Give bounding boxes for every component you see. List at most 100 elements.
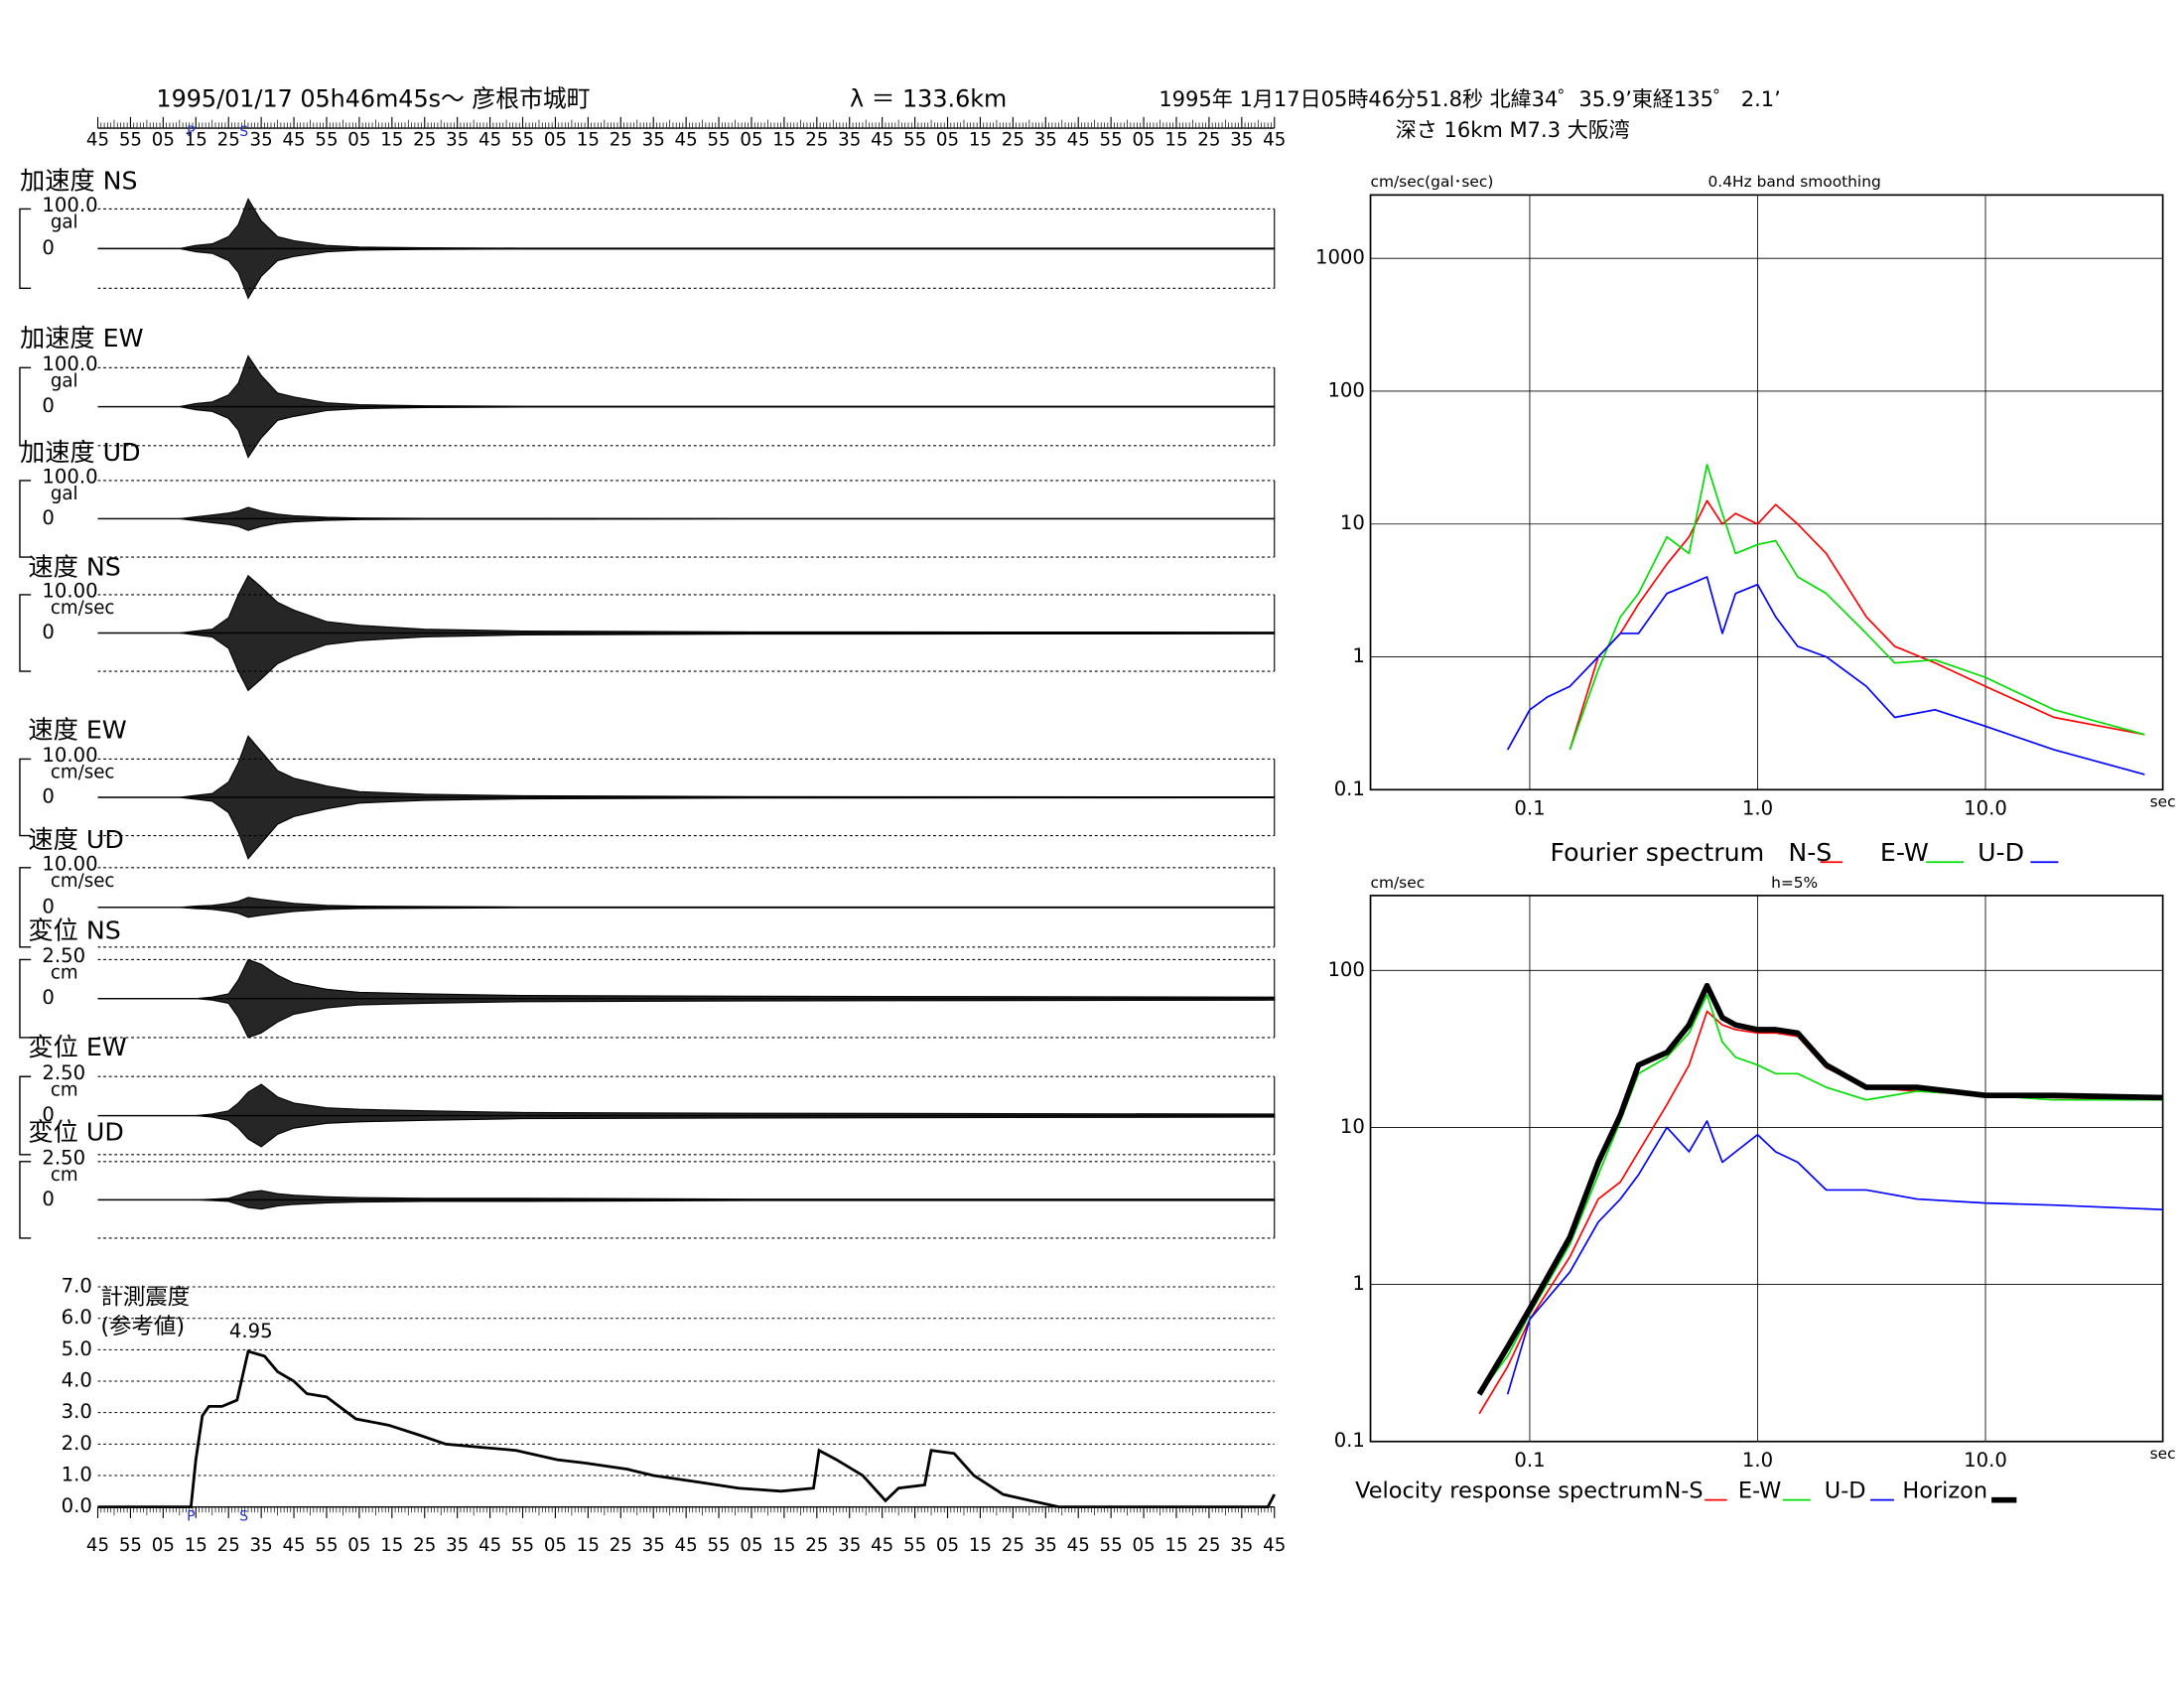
time-tick-label: 25 [413, 130, 436, 151]
y-tick-label: 4.0 [62, 1369, 92, 1392]
time-tick-label: 05 [1132, 1535, 1155, 1556]
time-tick-label: 45 [1067, 130, 1090, 151]
trace-envelope [97, 1083, 1276, 1148]
time-tick-label: 15 [1164, 130, 1187, 151]
time-tick-label: 25 [610, 130, 632, 151]
time-tick-label: 15 [577, 130, 600, 151]
trace-scale-label: 100.0 [42, 194, 97, 216]
y-tick-label: 6.0 [62, 1306, 92, 1329]
y-tick-label: 100 [1327, 378, 1364, 401]
time-tick-label: 15 [380, 130, 403, 151]
trace-zero-label: 0 [42, 506, 55, 529]
time-tick-label: 35 [1230, 130, 1253, 151]
time-tick-label: 15 [969, 130, 992, 151]
time-tick-label: 05 [544, 1535, 567, 1556]
y-tick-label: 0.1 [1334, 1429, 1365, 1452]
trace-zero-label: 0 [42, 621, 55, 643]
trace-zero-label: 0 [42, 785, 55, 808]
y-tick-label: 1 [1352, 1272, 1364, 1295]
time-tick-label: 45 [675, 130, 698, 151]
time-tick-label: 55 [315, 130, 338, 151]
time-tick-label: 05 [936, 130, 959, 151]
y-tick-label: 1.0 [62, 1463, 92, 1485]
trace-unit: cm/sec [51, 598, 115, 619]
time-tick-label: 45 [478, 130, 501, 151]
trace-envelope [97, 354, 1276, 459]
trace-unit: gal [51, 370, 78, 391]
trace-envelope [97, 506, 1276, 531]
trace-bracket [19, 958, 32, 1039]
trace-bracket [19, 1075, 32, 1156]
time-tick-label: 45 [1067, 1535, 1090, 1556]
trace-scale-label: 10.00 [42, 744, 97, 767]
trace-bracket [19, 480, 32, 558]
trace-scale-label: 2.50 [42, 944, 85, 967]
time-tick-label: 55 [119, 1535, 142, 1556]
time-tick-label: 35 [446, 130, 469, 151]
legend-caption: Fourier spectrum [1550, 838, 1764, 867]
y-tick-label: 3.0 [62, 1400, 92, 1423]
spectrum-line [1478, 994, 2163, 1395]
y-label: cm/sec [1371, 874, 1426, 892]
time-tick-label: 35 [838, 1535, 861, 1556]
trace-unit: gal [51, 211, 78, 232]
x-unit: sec [2150, 1445, 2176, 1463]
spectrum-line [1506, 1120, 2163, 1395]
time-tick-label: 45 [675, 1535, 698, 1556]
trace-label: 速度 NS [28, 552, 120, 581]
time-tick-label: 05 [936, 1535, 959, 1556]
trace-label: 加速度 NS [20, 167, 138, 196]
trace-envelope [97, 574, 1276, 692]
time-tick-label: 55 [903, 130, 926, 151]
time-tick-label: 55 [707, 1535, 730, 1556]
trace-envelope [97, 1190, 1276, 1210]
time-tick-label: 05 [347, 1535, 370, 1556]
y-tick-label: 0.1 [1334, 777, 1365, 800]
record-title: 1995/01/17 05h46m45s～ 彦根市城町 [156, 84, 590, 112]
y-tick-label: 1 [1352, 644, 1364, 667]
time-tick-label: 05 [1132, 130, 1155, 151]
time-tick-label: 55 [707, 130, 730, 151]
y-tick-label: 10 [1340, 511, 1365, 534]
trace-label: 変位 EW [28, 1033, 126, 1061]
distance: λ ＝ 133.6km [850, 84, 1007, 112]
phase-marker: S [239, 1508, 248, 1524]
trace-zero-label: 0 [42, 236, 55, 259]
plot-frame [1369, 194, 2164, 791]
time-tick-label: 15 [1164, 1535, 1187, 1556]
trace-scale-label: 100.0 [42, 352, 97, 375]
trace-scale-label: 2.50 [42, 1146, 85, 1169]
time-tick-label: 35 [838, 130, 861, 151]
trace-unit: cm/sec [51, 871, 115, 892]
y-tick-label: 100 [1327, 958, 1364, 981]
time-tick-label: 25 [1197, 1535, 1220, 1556]
trace-bracket [19, 1161, 32, 1239]
time-tick-label: 45 [282, 1535, 305, 1556]
trace-label: 速度 EW [28, 715, 126, 744]
event-info: 1995年 1月17日05時46分51.8秒 北緯34゜35.9’東経135゜ … [1159, 86, 1781, 111]
time-tick-label: 25 [610, 1535, 632, 1556]
time-tick-label: 55 [903, 1535, 926, 1556]
trace-unit: cm/sec [51, 762, 115, 782]
time-tick-label: 55 [119, 130, 142, 151]
x-tick-label: 1.0 [1742, 796, 1773, 819]
trace-label: 変位 NS [28, 915, 120, 944]
time-tick-label: 45 [478, 1535, 501, 1556]
y-tick-label: 1000 [1315, 246, 1365, 269]
time-tick-label: 25 [413, 1535, 436, 1556]
time-tick-label: 35 [642, 130, 665, 151]
time-tick-label: 25 [1002, 1535, 1024, 1556]
time-tick-label: 15 [969, 1535, 992, 1556]
trace-unit: cm [51, 962, 78, 983]
time-tick-label: 35 [642, 1535, 665, 1556]
trace-unit: cm [51, 1165, 78, 1186]
peak-label: 4.95 [229, 1320, 273, 1342]
trace-zero-label: 0 [42, 1188, 55, 1210]
intensity-line [97, 1349, 1276, 1509]
time-tick-label: 05 [544, 130, 567, 151]
trace-label: 速度 UD [28, 825, 123, 854]
time-tick-label: 55 [1100, 130, 1123, 151]
time-tick-label: 25 [805, 130, 828, 151]
